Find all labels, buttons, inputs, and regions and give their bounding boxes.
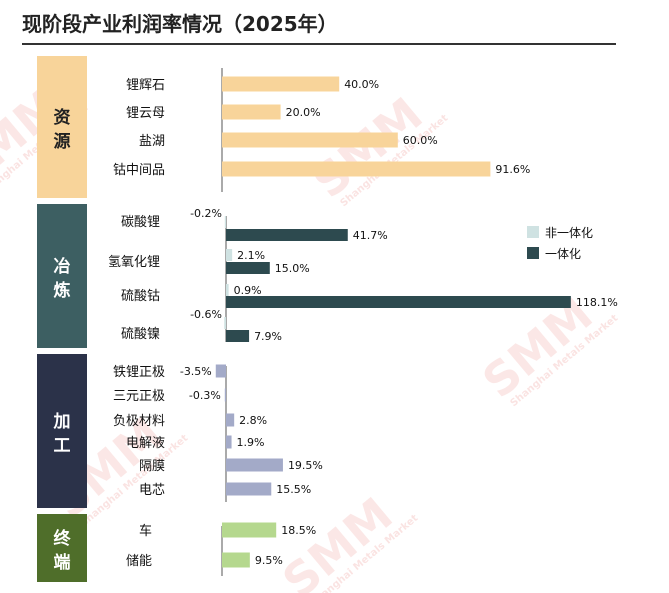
category-label: 硫酸镍	[121, 327, 160, 342]
bar	[226, 435, 232, 449]
segment-label: 冶	[54, 256, 71, 277]
bar	[222, 104, 281, 120]
segment-block	[37, 204, 87, 348]
data-label: 15.0%	[275, 262, 310, 275]
segment-label: 加	[53, 412, 71, 432]
segment-block	[37, 514, 87, 582]
data-label: -0.6%	[190, 308, 222, 321]
bar	[215, 364, 226, 378]
data-label: 19.5%	[288, 459, 323, 472]
data-label: 9.5%	[255, 554, 283, 567]
category-label: 碳酸锂	[121, 215, 160, 230]
segment-label: 资	[54, 107, 71, 128]
legend-label: 非一体化	[545, 226, 593, 240]
bar-integrated	[226, 330, 250, 342]
bar	[226, 413, 235, 427]
legend-label: 一体化	[545, 247, 581, 261]
bar-non-integrated	[224, 317, 226, 329]
category-label: 钴中间品	[113, 163, 165, 178]
category-label: 铁锂正极	[113, 365, 165, 380]
data-label: -0.3%	[189, 389, 221, 402]
bar	[222, 132, 398, 148]
legend-swatch-integrated	[527, 247, 539, 259]
data-label: 2.8%	[239, 414, 267, 427]
data-label: 91.6%	[495, 163, 530, 176]
bar-non-integrated	[226, 249, 233, 261]
data-label: 40.0%	[344, 78, 379, 91]
category-label: 锂辉石	[126, 78, 165, 93]
category-label: 隔膜	[139, 459, 165, 474]
chart-title: 现阶段产业利润率情况（2025年）	[22, 12, 338, 36]
segment-label: 终	[54, 528, 72, 549]
category-label: 锂云母	[126, 106, 165, 121]
title-underline	[22, 43, 616, 45]
data-label: -0.2%	[190, 207, 222, 220]
category-label: 电芯	[139, 483, 165, 498]
segment-block	[37, 354, 87, 508]
legend-swatch-non-integrated	[527, 226, 539, 238]
category-label: 储能	[126, 554, 152, 569]
data-label: -3.5%	[180, 365, 212, 378]
segment-label: 工	[54, 436, 71, 456]
bar	[224, 388, 226, 402]
bar	[222, 522, 277, 538]
category-label: 车	[139, 523, 152, 539]
bar-integrated	[226, 296, 571, 308]
data-label: 7.9%	[254, 330, 282, 343]
category-label: 盐湖	[139, 134, 165, 149]
data-label: 60.0%	[403, 134, 438, 147]
bar-integrated	[226, 229, 348, 241]
segment-label: 端	[54, 552, 71, 573]
bar	[222, 76, 340, 92]
category-label: 电解液	[126, 436, 165, 451]
segment-block	[37, 56, 87, 198]
category-label: 三元正极	[113, 389, 165, 404]
data-label: 1.9%	[237, 436, 265, 449]
data-label: 2.1%	[237, 249, 265, 262]
category-label: 氢氧化锂	[108, 255, 160, 270]
category-label: 硫酸钴	[121, 289, 160, 304]
bar	[226, 482, 272, 496]
segment-label: 炼	[54, 280, 71, 301]
bar-non-integrated	[226, 284, 229, 296]
bar-non-integrated	[224, 216, 226, 228]
data-label: 0.9%	[234, 284, 262, 297]
data-label: 41.7%	[353, 229, 388, 242]
segment-label: 源	[54, 131, 71, 152]
data-label: 118.1%	[576, 296, 618, 309]
bar	[222, 552, 250, 568]
category-label: 负极材料	[113, 414, 165, 429]
data-label: 20.0%	[286, 106, 321, 119]
bar-integrated	[226, 262, 270, 274]
bar	[222, 161, 491, 177]
data-label: 15.5%	[276, 483, 311, 496]
data-label: 18.5%	[281, 524, 316, 537]
bar	[226, 458, 283, 472]
